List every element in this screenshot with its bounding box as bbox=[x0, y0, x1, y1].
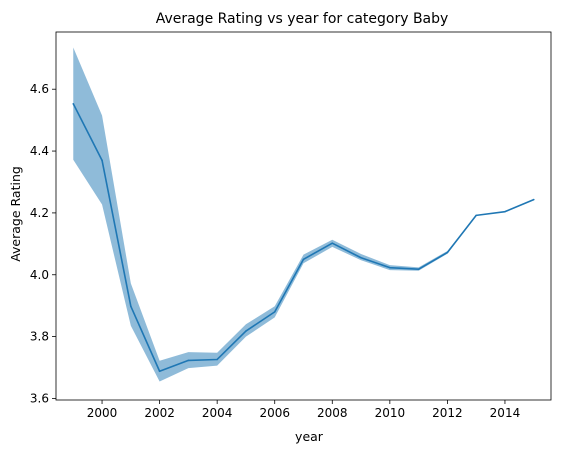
data-point bbox=[101, 159, 103, 162]
y-tick-label: 4.0 bbox=[30, 268, 49, 282]
y-axis-label: Average Rating bbox=[8, 166, 23, 262]
y-tick-label: 4.6 bbox=[30, 82, 49, 96]
x-tick-label: 2014 bbox=[490, 406, 521, 420]
x-axis-label: year bbox=[295, 429, 324, 444]
x-tick-label: 2006 bbox=[259, 406, 290, 420]
y-axis: 3.6 3.8 4.0 4.2 4.4 4.6 bbox=[30, 82, 56, 405]
y-tick-label: 3.6 bbox=[30, 391, 49, 405]
data-point bbox=[446, 251, 449, 254]
data-point bbox=[532, 198, 535, 201]
y-tick-label: 4.2 bbox=[30, 206, 49, 220]
x-tick-label: 2002 bbox=[144, 406, 175, 420]
data-point bbox=[273, 311, 276, 313]
data-point bbox=[130, 305, 132, 308]
x-tick-label: 2004 bbox=[202, 406, 233, 420]
chart-title: Average Rating vs year for category Baby bbox=[156, 11, 449, 27]
data-point bbox=[72, 102, 75, 105]
data-point bbox=[187, 359, 190, 362]
data-point bbox=[216, 358, 218, 361]
data-point bbox=[360, 256, 362, 259]
x-tick-label: 2000 bbox=[87, 406, 118, 420]
x-axis: 2000 2002 2004 2006 2008 2010 2012 2014 bbox=[87, 400, 520, 420]
x-tick-label: 2012 bbox=[432, 406, 463, 420]
data-point bbox=[504, 210, 506, 213]
data-point bbox=[331, 242, 334, 245]
data-point bbox=[389, 266, 391, 269]
data-point bbox=[475, 214, 477, 217]
x-tick-label: 2008 bbox=[317, 406, 348, 420]
data-point bbox=[158, 370, 161, 373]
plot-frame bbox=[55, 31, 552, 401]
y-tick-label: 3.8 bbox=[30, 330, 49, 344]
data-point bbox=[245, 330, 247, 332]
data-point bbox=[302, 258, 305, 261]
x-tick-label: 2010 bbox=[375, 406, 406, 420]
plot-area bbox=[72, 47, 535, 382]
data-point bbox=[417, 268, 420, 270]
y-tick-label: 4.4 bbox=[30, 144, 49, 158]
